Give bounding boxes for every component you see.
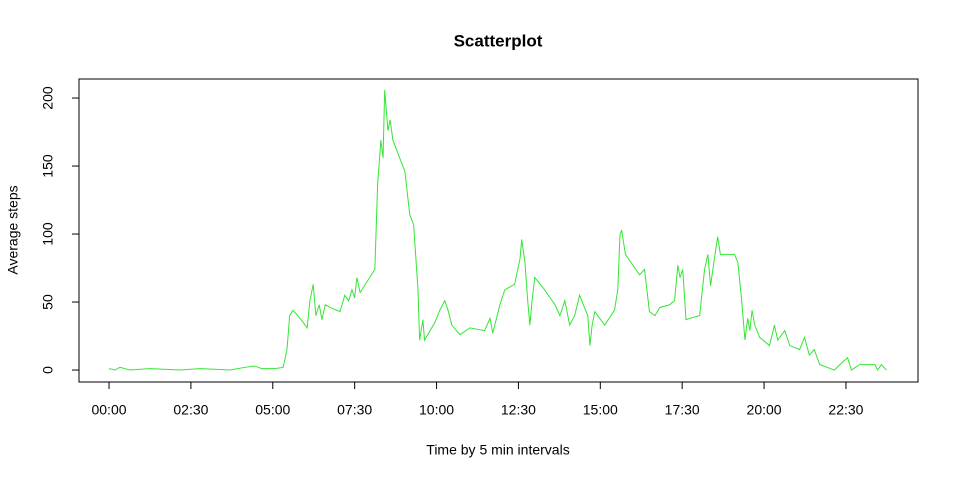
y-axis-label: Average steps	[5, 185, 21, 274]
x-tick-label: 17:30	[665, 402, 700, 418]
x-tick-label: 00:00	[91, 402, 126, 418]
x-tick-label: 22:30	[828, 402, 863, 418]
y-tick-label: 0	[40, 366, 56, 374]
data-line	[108, 89, 887, 372]
x-tick-label: 10:00	[419, 402, 454, 418]
x-tick-label: 02:30	[173, 402, 208, 418]
chart-title: Scatterplot	[454, 31, 543, 50]
x-tick-label: 12:30	[501, 402, 536, 418]
x-axis-label: Time by 5 min intervals	[426, 442, 569, 458]
x-tick-label: 05:00	[255, 402, 290, 418]
y-tick-label: 200	[40, 86, 56, 110]
y-tick-label: 150	[40, 154, 56, 178]
y-tick-label: 50	[40, 294, 56, 310]
x-tick-label: 15:00	[583, 402, 618, 418]
y-tick-label: 100	[40, 222, 56, 246]
x-tick-label: 20:00	[747, 402, 782, 418]
x-tick-label: 07:30	[337, 402, 372, 418]
